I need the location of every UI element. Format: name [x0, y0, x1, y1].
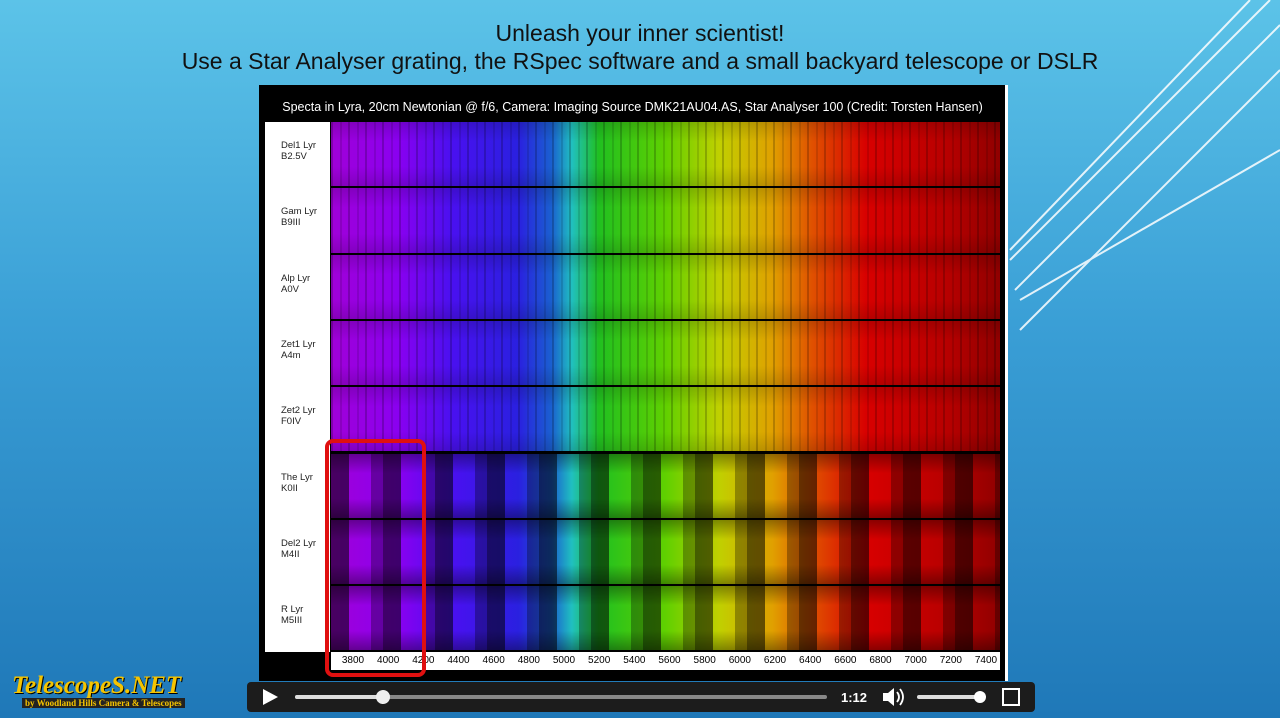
star-label: R Lyr M5III — [281, 604, 303, 626]
tick-label: 6600 — [834, 655, 857, 666]
spectral-type: A4m — [281, 349, 301, 361]
tick-label: 6200 — [763, 655, 787, 666]
tick-label: 7000 — [904, 655, 927, 666]
star-label: Alp Lyr A0V — [281, 273, 310, 295]
progress-track[interactable] — [295, 695, 827, 699]
tick-label: 6800 — [869, 655, 892, 666]
spectral-type: K0II — [281, 482, 298, 494]
volume-slider[interactable] — [917, 695, 985, 699]
caption: Specta in Lyra, 20cm Newtonian @ f/6, Ca… — [265, 95, 1000, 119]
spectrum-row — [331, 586, 1000, 651]
progress-handle[interactable] — [376, 690, 390, 704]
star-name: Alp Lyr — [281, 272, 311, 284]
star-labels: Del1 Lyr B2.5V Gam Lyr B9III Alp Lyr A0V Zet1 … — [265, 122, 330, 652]
spectrum-row — [331, 254, 1000, 319]
star-name: The Lyr — [281, 471, 313, 483]
spectra-figure: Specta in Lyra, 20cm Newtonian @ f/6, Ca… — [259, 85, 1008, 681]
star-label: The Lyr K0II — [281, 472, 313, 494]
star-name: Del1 Lyr — [281, 140, 317, 151]
play-button[interactable] — [263, 689, 278, 705]
spectral-type: B9III — [281, 217, 301, 229]
spectral-type: A0V — [281, 283, 299, 295]
star-name: Gam Lyr — [281, 206, 318, 218]
tick-label: 5200 — [588, 655, 611, 666]
spectral-type: M5III — [281, 615, 303, 627]
tick-label: 5800 — [693, 655, 716, 666]
tick-label: 4200 — [412, 655, 435, 666]
star-label: Gam Lyr B9III — [281, 206, 317, 228]
star-label: Zet2 Lyr F0IV — [281, 405, 316, 427]
video-player: 1:12 — [247, 682, 1035, 712]
title-line: Use a Star Analyser grating, the RSpec s… — [181, 48, 1099, 74]
spectral-type: M4II — [281, 548, 300, 560]
star-label: Zet1 Lyr A4m — [281, 339, 316, 361]
tick-label: 4000 — [377, 655, 400, 666]
star-name: Zet2 Lyr — [281, 405, 316, 417]
tick-label: 7400 — [974, 655, 998, 666]
star-name: Zet1 Lyr — [281, 338, 316, 350]
logo: TelescopeS.NET — [12, 672, 182, 699]
star-label: Del2 Lyr M4II — [281, 538, 316, 560]
tick-label: 4600 — [482, 655, 505, 666]
star-name: Del2 Lyr — [281, 537, 317, 549]
spectral-type: B2.5V — [281, 151, 307, 162]
spectrum-row — [331, 188, 1000, 253]
star-name: R Lyr — [281, 604, 304, 616]
title-line: Unleash your inner scientist! — [495, 20, 785, 46]
wavelength-axis: 3800 4000 4200 4400 4600 4800 5000 5200 5400 5600… — [331, 652, 1000, 670]
star-label: Del1 Lyr B2.5V — [281, 140, 316, 162]
tick-label: 4800 — [517, 655, 540, 666]
spectrum-row — [331, 122, 1000, 187]
tick-label: 7200 — [939, 655, 962, 666]
tick-label: 4400 — [447, 655, 470, 666]
progress-fill — [295, 695, 383, 699]
tick-label: 5600 — [658, 655, 681, 666]
spectrum-row — [331, 387, 1000, 452]
tick-label: 6000 — [728, 655, 751, 666]
tick-label: 6400 — [799, 655, 822, 666]
tick-label: 5000 — [552, 655, 576, 666]
fullscreen-button[interactable] — [1002, 688, 1020, 706]
spectral-type: F0IV — [281, 416, 302, 428]
spectrum-row — [331, 519, 1000, 585]
spectrum-row — [331, 320, 1000, 386]
spectrum-row — [331, 453, 1000, 518]
volume-button[interactable] — [883, 688, 894, 706]
time: 1:12 — [841, 690, 867, 705]
tick-label: 5400 — [623, 655, 646, 666]
logo-byline: by Woodland Hills Camera & Telescopes — [22, 698, 185, 708]
tick-label: 3800 — [341, 655, 365, 666]
player-controls: 1:12 — [263, 688, 1020, 706]
